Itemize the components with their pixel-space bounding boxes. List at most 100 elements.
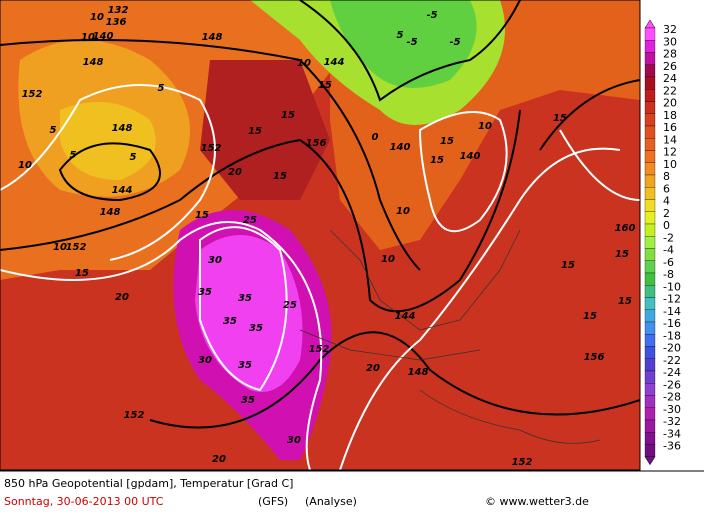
contour-label: 10	[396, 206, 410, 217]
colorbar-bottom	[644, 456, 656, 466]
colorbar-label: -6	[663, 256, 674, 269]
contour-label: 10	[297, 58, 311, 69]
map-frame	[0, 0, 641, 471]
contour-label: 152	[124, 410, 145, 421]
contour-label: 15	[615, 249, 629, 260]
colorbar-swatch	[644, 248, 656, 261]
colorbar-swatch	[644, 260, 656, 274]
colorbar-label: 16	[663, 121, 677, 134]
colorbar-swatch	[644, 370, 656, 384]
map	[0, 0, 641, 471]
colorbar-swatch	[644, 187, 656, 200]
colorbar-swatch	[644, 309, 656, 323]
colorbar-swatch	[644, 236, 656, 249]
colorbar-label: 20	[663, 97, 677, 110]
contour-label: 25	[243, 215, 257, 226]
colorbar-swatch	[644, 334, 656, 347]
contour-label: 5	[397, 30, 404, 41]
contour-label: 15	[273, 171, 287, 182]
contour-label: 15	[583, 311, 597, 322]
colorbar: 32302826242220181614121086420-2-4-6-8-10…	[644, 19, 681, 466]
contour-label: 35	[249, 323, 263, 334]
contour-label: 152	[512, 457, 533, 468]
colorbar-swatch	[644, 419, 656, 433]
colorbar-swatch	[644, 211, 656, 225]
colorbar-label: -8	[663, 268, 674, 281]
contour-label: 15	[440, 136, 454, 147]
contour-label: 152	[22, 89, 43, 100]
colorbar-label: -10	[663, 280, 681, 293]
colorbar-swatch	[644, 89, 656, 102]
colorbar-label: 26	[663, 60, 677, 73]
contour-label: 148	[112, 123, 133, 134]
contour-label: 10	[90, 12, 104, 23]
colorbar-label: 22	[663, 84, 677, 97]
colorbar-swatch	[644, 223, 656, 237]
colorbar-swatch	[644, 272, 656, 286]
colorbar-label: 0	[663, 219, 670, 232]
contour-label: 144	[112, 185, 133, 196]
contour-label: 15	[75, 268, 89, 279]
colorbar-label: -26	[663, 378, 681, 391]
contour-label: -5	[449, 37, 460, 48]
contour-label: 30	[287, 435, 301, 446]
contour-label: 20	[366, 363, 380, 374]
colorbar-swatch	[644, 113, 656, 127]
colorbar-swatch	[644, 285, 656, 298]
colorbar-label: 32	[663, 23, 677, 36]
contour-label: 15	[561, 260, 575, 271]
colorbar-label: 28	[663, 48, 677, 61]
contour-label: 132	[108, 5, 129, 16]
colorbar-label: -28	[663, 391, 681, 404]
colorbar-swatch	[644, 52, 656, 65]
colorbar-label: 18	[663, 109, 677, 122]
colorbar-label: 14	[663, 133, 677, 146]
footer-run: (Analyse)	[305, 495, 357, 508]
colorbar-swatch	[644, 346, 656, 359]
footer-model: (GFS)	[258, 495, 288, 508]
footer-title: 850 hPa Geopotential [gpdam], Temperatur…	[4, 477, 293, 490]
colorbar-label: -12	[663, 293, 681, 306]
contour-label: 144	[324, 57, 345, 68]
contour-label: 5	[130, 152, 137, 163]
colorbar-label: -34	[663, 427, 681, 440]
contour-label: 5	[158, 83, 165, 94]
contour-label: 10	[18, 160, 32, 171]
colorbar-label: -2	[663, 231, 674, 244]
contour-label: 148	[202, 32, 223, 43]
contour-label: 35	[238, 293, 252, 304]
colorbar-swatch	[644, 358, 656, 372]
colorbar-swatch	[644, 162, 656, 176]
colorbar-swatch	[644, 383, 656, 396]
contour-label: -5	[406, 37, 417, 48]
contour-label: 30	[208, 255, 222, 266]
colorbar-swatch	[644, 432, 656, 445]
footer-date: Sonntag, 30-06-2013 00 UTC	[4, 495, 164, 508]
colorbar-label: -36	[663, 440, 681, 453]
colorbar-swatch	[644, 297, 656, 310]
contour-label: 30	[198, 355, 212, 366]
colorbar-label: 6	[663, 182, 670, 195]
colorbar-label: 2	[663, 207, 670, 220]
contour-label: 140	[460, 151, 481, 162]
colorbar-label: -32	[663, 415, 681, 428]
contour-label: 35	[238, 360, 252, 371]
contour-label: 5	[50, 125, 57, 136]
colorbar-label: -20	[663, 342, 681, 355]
contour-label: 15	[553, 113, 567, 124]
contour-label: 25	[283, 300, 297, 311]
colorbar-swatch	[644, 76, 656, 90]
colorbar-swatch	[644, 199, 656, 212]
contour-label: 144	[395, 311, 416, 322]
contour-label: 140	[390, 142, 411, 153]
contour-label: 35	[223, 316, 237, 327]
contour-label: 156	[584, 352, 605, 363]
contour-label: 10	[381, 254, 395, 265]
contour-label: 0	[372, 132, 379, 143]
colorbar-label: 4	[663, 195, 670, 208]
colorbar-swatch	[644, 27, 656, 41]
colorbar-label: 30	[663, 35, 677, 48]
colorbar-label: -4	[663, 244, 674, 257]
colorbar-label: -24	[663, 366, 681, 379]
